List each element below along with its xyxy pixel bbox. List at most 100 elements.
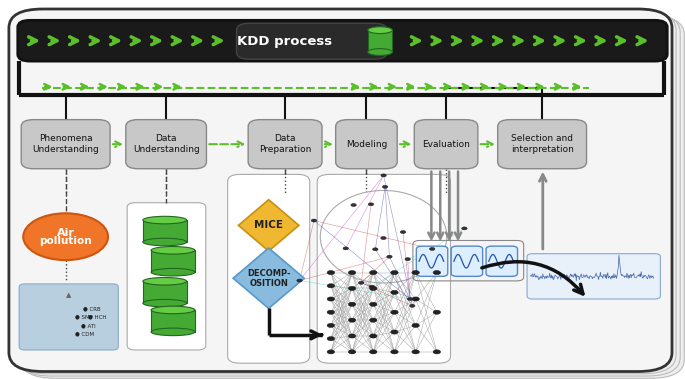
Text: KDD process: KDD process bbox=[237, 34, 332, 48]
Text: ● CRB: ● CRB bbox=[83, 306, 101, 311]
Ellipse shape bbox=[143, 216, 186, 224]
FancyBboxPatch shape bbox=[498, 120, 586, 169]
Ellipse shape bbox=[143, 238, 186, 246]
FancyBboxPatch shape bbox=[127, 203, 206, 350]
Circle shape bbox=[373, 248, 378, 251]
Ellipse shape bbox=[368, 49, 393, 55]
Circle shape bbox=[462, 227, 467, 230]
Circle shape bbox=[369, 271, 377, 275]
Circle shape bbox=[381, 236, 386, 240]
FancyBboxPatch shape bbox=[248, 120, 322, 169]
Polygon shape bbox=[238, 200, 299, 251]
Text: Data
Understanding: Data Understanding bbox=[133, 135, 199, 154]
Text: Air: Air bbox=[57, 228, 75, 238]
Ellipse shape bbox=[143, 277, 186, 285]
Text: Modeling: Modeling bbox=[346, 140, 387, 149]
Circle shape bbox=[297, 279, 302, 282]
FancyBboxPatch shape bbox=[17, 14, 680, 376]
Text: ▲: ▲ bbox=[66, 292, 72, 298]
FancyBboxPatch shape bbox=[416, 246, 448, 276]
Ellipse shape bbox=[151, 328, 195, 336]
FancyBboxPatch shape bbox=[18, 20, 667, 61]
Circle shape bbox=[382, 185, 388, 188]
FancyBboxPatch shape bbox=[451, 246, 483, 276]
Polygon shape bbox=[233, 248, 304, 309]
Circle shape bbox=[412, 323, 419, 327]
Text: Evaluation: Evaluation bbox=[422, 140, 470, 149]
Text: MICE: MICE bbox=[254, 220, 283, 230]
Circle shape bbox=[327, 271, 335, 275]
Circle shape bbox=[348, 302, 356, 306]
Circle shape bbox=[348, 271, 356, 275]
Text: ● HCH: ● HCH bbox=[88, 315, 107, 319]
Ellipse shape bbox=[321, 190, 447, 283]
FancyBboxPatch shape bbox=[9, 9, 672, 371]
Circle shape bbox=[348, 350, 356, 354]
Text: pollution: pollution bbox=[39, 236, 92, 246]
Circle shape bbox=[390, 290, 398, 294]
FancyBboxPatch shape bbox=[486, 246, 517, 276]
Ellipse shape bbox=[151, 268, 195, 276]
Circle shape bbox=[327, 284, 335, 288]
Text: ● SMP: ● SMP bbox=[75, 315, 92, 319]
Bar bbox=[151, 250, 195, 272]
Text: Selection and
interpretation: Selection and interpretation bbox=[511, 135, 573, 154]
Ellipse shape bbox=[368, 27, 393, 34]
Circle shape bbox=[390, 330, 398, 334]
FancyBboxPatch shape bbox=[21, 16, 684, 378]
Circle shape bbox=[400, 230, 406, 233]
Circle shape bbox=[348, 287, 356, 291]
Circle shape bbox=[327, 310, 335, 314]
Ellipse shape bbox=[151, 246, 195, 254]
Circle shape bbox=[311, 219, 316, 222]
Text: ● ATI: ● ATI bbox=[82, 323, 96, 328]
FancyBboxPatch shape bbox=[414, 120, 478, 169]
Bar bbox=[368, 30, 393, 52]
Circle shape bbox=[327, 350, 335, 354]
Text: ● CDM: ● CDM bbox=[75, 331, 94, 336]
Circle shape bbox=[369, 302, 377, 306]
Circle shape bbox=[390, 310, 398, 314]
Circle shape bbox=[358, 281, 364, 284]
Circle shape bbox=[410, 304, 415, 307]
Circle shape bbox=[412, 297, 419, 301]
Circle shape bbox=[433, 350, 440, 354]
Bar bbox=[143, 281, 186, 303]
Circle shape bbox=[348, 318, 356, 322]
Circle shape bbox=[433, 310, 440, 314]
Circle shape bbox=[23, 213, 108, 260]
FancyBboxPatch shape bbox=[21, 120, 110, 169]
FancyBboxPatch shape bbox=[317, 174, 451, 363]
Ellipse shape bbox=[151, 306, 195, 314]
Circle shape bbox=[369, 318, 377, 322]
Circle shape bbox=[433, 271, 440, 275]
FancyBboxPatch shape bbox=[336, 120, 397, 169]
Circle shape bbox=[387, 255, 393, 258]
Circle shape bbox=[408, 298, 413, 301]
Circle shape bbox=[327, 337, 335, 341]
Circle shape bbox=[348, 334, 356, 338]
FancyBboxPatch shape bbox=[13, 11, 676, 374]
FancyBboxPatch shape bbox=[227, 174, 310, 363]
Circle shape bbox=[327, 323, 335, 327]
Bar bbox=[143, 220, 186, 242]
Circle shape bbox=[412, 350, 419, 354]
FancyBboxPatch shape bbox=[19, 284, 119, 350]
FancyBboxPatch shape bbox=[527, 254, 660, 299]
Ellipse shape bbox=[143, 299, 186, 307]
Circle shape bbox=[429, 247, 435, 251]
Circle shape bbox=[369, 334, 377, 338]
Circle shape bbox=[327, 297, 335, 301]
Circle shape bbox=[343, 247, 349, 250]
Circle shape bbox=[369, 285, 375, 288]
Circle shape bbox=[390, 271, 398, 275]
Circle shape bbox=[390, 350, 398, 354]
Circle shape bbox=[369, 203, 374, 206]
Text: Phenomena
Understanding: Phenomena Understanding bbox=[32, 135, 99, 154]
Text: Data
Preparation: Data Preparation bbox=[259, 135, 311, 154]
Circle shape bbox=[351, 204, 356, 207]
FancyBboxPatch shape bbox=[236, 23, 387, 59]
Bar bbox=[151, 310, 195, 332]
Circle shape bbox=[412, 271, 419, 275]
Circle shape bbox=[381, 174, 386, 177]
